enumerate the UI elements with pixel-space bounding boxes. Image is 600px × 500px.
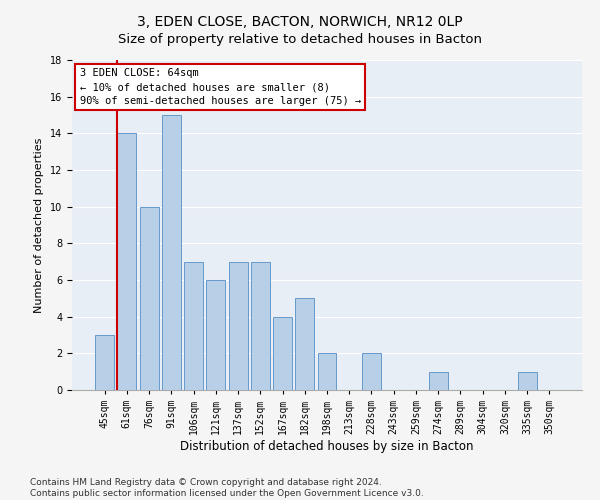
Bar bbox=[140, 206, 158, 390]
Bar bbox=[162, 115, 181, 390]
Text: Size of property relative to detached houses in Bacton: Size of property relative to detached ho… bbox=[118, 32, 482, 46]
Bar bbox=[118, 134, 136, 390]
Bar bbox=[295, 298, 314, 390]
Bar bbox=[518, 372, 536, 390]
Bar bbox=[95, 335, 114, 390]
Bar bbox=[251, 262, 270, 390]
Text: 3, EDEN CLOSE, BACTON, NORWICH, NR12 0LP: 3, EDEN CLOSE, BACTON, NORWICH, NR12 0LP bbox=[137, 15, 463, 29]
Text: Contains HM Land Registry data © Crown copyright and database right 2024.
Contai: Contains HM Land Registry data © Crown c… bbox=[30, 478, 424, 498]
Bar bbox=[317, 354, 337, 390]
Bar bbox=[184, 262, 203, 390]
X-axis label: Distribution of detached houses by size in Bacton: Distribution of detached houses by size … bbox=[180, 440, 474, 453]
Bar bbox=[273, 316, 292, 390]
Bar bbox=[206, 280, 225, 390]
Bar bbox=[229, 262, 248, 390]
Y-axis label: Number of detached properties: Number of detached properties bbox=[34, 138, 44, 312]
Bar bbox=[429, 372, 448, 390]
Bar bbox=[362, 354, 381, 390]
Text: 3 EDEN CLOSE: 64sqm
← 10% of detached houses are smaller (8)
90% of semi-detache: 3 EDEN CLOSE: 64sqm ← 10% of detached ho… bbox=[80, 68, 361, 106]
